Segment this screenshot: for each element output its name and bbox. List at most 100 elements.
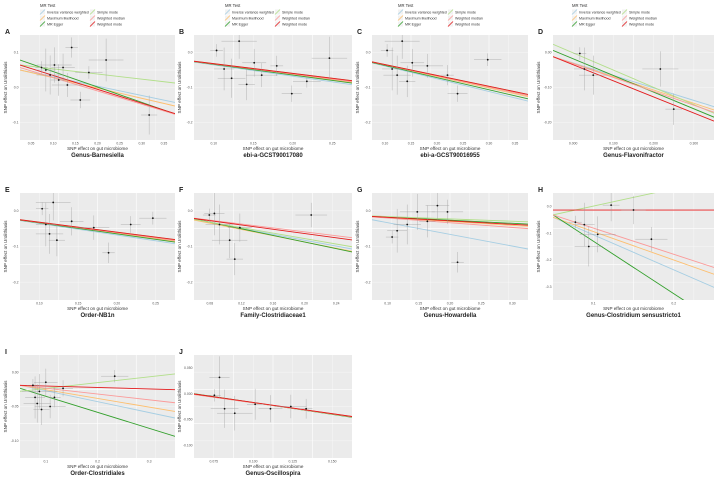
panel-b: B 0.10 0.15 0.20 0.25 0.0 -0.1 -0.2 SNP effect o… <box>177 29 352 159</box>
panel-letter: A <box>5 29 10 36</box>
legend-key-line <box>571 9 578 15</box>
y-tick-label: -0.1 <box>187 86 193 90</box>
point-marker <box>456 92 459 95</box>
legend-item: Maximum likelihood <box>39 15 79 21</box>
x-tick-label: 0.15 <box>250 142 257 146</box>
point-marker <box>305 407 308 410</box>
point-marker <box>406 223 409 226</box>
x-tick-label: 0.20 <box>301 302 308 306</box>
legend-key-line <box>39 21 46 27</box>
legend-key-line <box>571 21 578 27</box>
legend-title: MR Test <box>225 3 241 8</box>
data-point <box>621 195 646 225</box>
data-point <box>399 193 435 230</box>
regression-line <box>553 56 714 108</box>
data-point <box>78 215 110 240</box>
legend-label: Simple mode <box>97 11 118 15</box>
legend-label: MR Egger <box>579 23 596 27</box>
panel-e: E 0.10 0.15 0.20 0.25 0.0 -0.1 -0.2 SNP effect o… <box>3 187 175 319</box>
data-point <box>22 374 57 409</box>
legend-item: Weighted mode <box>447 21 480 27</box>
regression-line <box>194 61 352 86</box>
x-tick-label: 0.35 <box>512 142 519 146</box>
regression-line <box>372 62 528 102</box>
point-marker <box>401 40 404 43</box>
y-tick-label: -0.20 <box>544 121 552 125</box>
data-points <box>385 193 464 273</box>
panel-letter: E <box>5 187 10 194</box>
legend-key-line <box>274 9 281 15</box>
x-tick-label: 0.10 <box>36 302 43 306</box>
x-tick-label: 0.200 <box>649 142 658 146</box>
legend-item: Maximum likelihood <box>397 15 437 21</box>
x-tick-label: 0.25 <box>152 302 159 306</box>
point-marker <box>275 64 278 67</box>
panel-title: Genus-Oscillospira <box>245 471 301 477</box>
point-marker <box>446 74 449 77</box>
legend-label: Simple mode <box>629 11 650 15</box>
data-point <box>399 65 416 98</box>
y-tick-label: -0.2 <box>546 258 552 262</box>
point-marker <box>310 214 313 216</box>
legend-key-line <box>89 15 96 21</box>
legend-label: Maximum likelihood <box>405 17 437 21</box>
data-point <box>37 47 72 83</box>
y-tick-label: -0.2 <box>187 121 193 125</box>
y-tick-label: -0.1 <box>365 86 371 90</box>
point-marker <box>610 204 613 207</box>
y-axis-label: SNP effect on Urolithiasis <box>355 220 360 273</box>
data-point <box>270 55 284 76</box>
y-tick-label: -0.1 <box>546 231 552 235</box>
y-tick-label: -0.1 <box>365 245 371 249</box>
point-marker <box>113 375 116 378</box>
x-tick-label: 0.10 <box>382 142 389 146</box>
y-tick-label: 0.0 <box>14 209 19 213</box>
legend-label: MR Egger <box>232 23 249 27</box>
data-point <box>299 398 313 419</box>
legend-title: MR Test <box>40 3 56 8</box>
regression-line <box>194 61 352 84</box>
data-point <box>393 204 421 245</box>
data-points <box>208 356 313 431</box>
data-point <box>33 394 50 425</box>
data-points <box>35 193 167 264</box>
point-marker <box>245 83 248 86</box>
data-point <box>50 64 67 96</box>
y-tick-label: -0.3 <box>546 285 552 289</box>
point-marker <box>70 46 73 49</box>
legend-key-line <box>621 15 628 21</box>
legend-label: Weighted median <box>282 17 310 21</box>
point-marker <box>92 226 95 229</box>
data-point <box>23 384 51 423</box>
point-marker <box>574 221 577 224</box>
data-point <box>51 73 83 97</box>
panel-a: A 0.05 0.10 0.15 0.20 0.25 0.30 0.35 0.1 0.0 -0.1 S… <box>3 29 175 159</box>
panel-i: I 0.1 0.2 0.3 0.00 -0.05 -0.10 SNP effect on gu… <box>3 349 175 477</box>
regression-line <box>194 218 352 248</box>
point-marker <box>456 261 459 264</box>
data-point <box>238 68 255 101</box>
point-marker <box>592 74 595 77</box>
y-tick-label: 0.00 <box>545 51 552 55</box>
x-tick-label: 0.20 <box>434 142 441 146</box>
data-point <box>48 224 65 257</box>
legend-label: MR Egger <box>47 23 64 27</box>
point-marker <box>396 74 399 77</box>
data-point <box>141 95 158 135</box>
point-marker <box>583 223 586 226</box>
point-marker <box>44 381 47 384</box>
legend-label: Weighted mode <box>455 23 480 27</box>
point-marker <box>44 69 47 71</box>
y-tick-label: -0.2 <box>365 121 371 125</box>
legend-label: Weighted median <box>455 17 483 21</box>
point-marker <box>328 57 331 60</box>
legend-label: Weighted median <box>629 17 657 21</box>
data-point <box>281 85 302 102</box>
data-point <box>425 193 450 220</box>
point-marker <box>416 210 419 213</box>
regression-lines <box>372 215 528 250</box>
point-marker <box>129 223 132 226</box>
regression-line <box>553 216 714 288</box>
legend-key-line <box>89 21 96 27</box>
legend-label: Inverse variance weighted <box>47 11 89 15</box>
